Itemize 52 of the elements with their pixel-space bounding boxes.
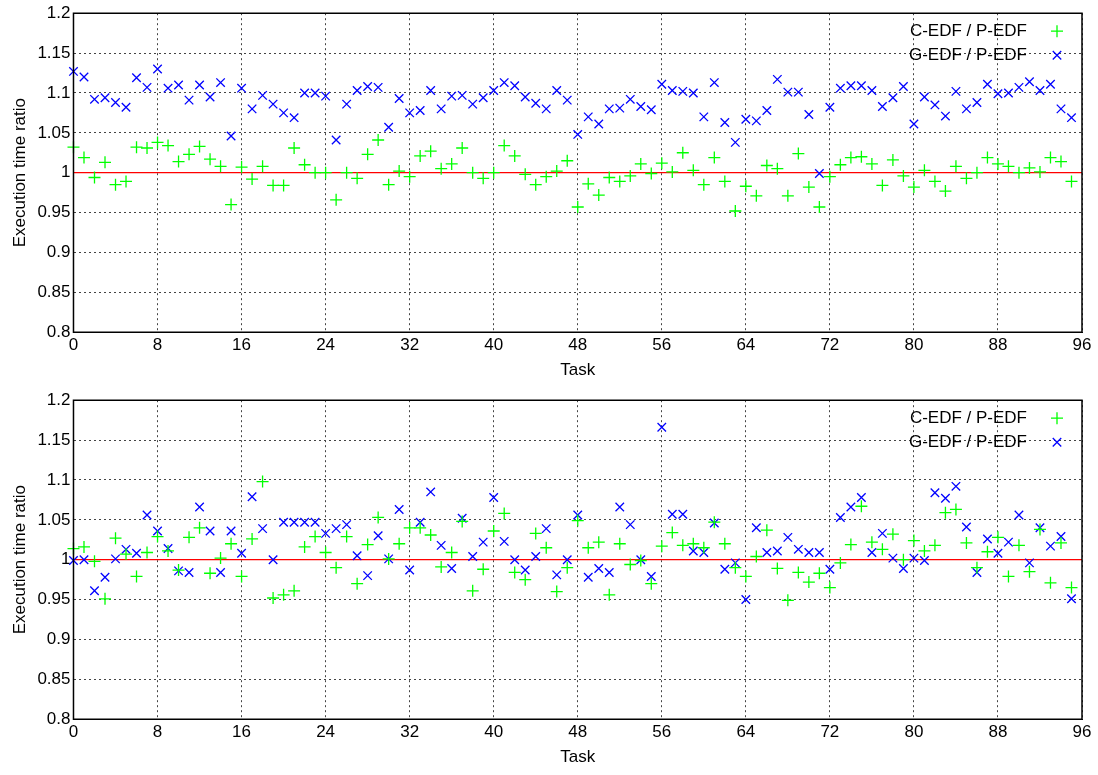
y-tick-label: 1.2 [46,389,71,409]
y-axis-title: Execution time ratio [9,485,29,635]
y-tick-label: 0.9 [46,629,71,649]
y-tick-label: 1.05 [37,509,71,529]
y-tick-label: 0.85 [37,282,71,302]
x-tick-label: 72 [820,722,840,742]
legend-label: C-EDF / P-EDF [909,20,1027,40]
y-tick-label: 0.9 [46,242,71,262]
y-tick-label: 1.2 [46,2,71,22]
y-tick-label: 1.15 [37,429,71,449]
x-tick-label: 40 [484,335,504,355]
x-tick-label: 32 [400,335,420,355]
y-tick-label: 0.85 [37,669,71,689]
y-tick-label: 0.8 [46,321,71,341]
y-tick-label: 0.95 [37,202,71,222]
y-tick-label: 0.95 [37,589,71,609]
x-tick-label: 80 [904,722,924,742]
legend-label: G-EDF / P-EDF [908,431,1027,451]
y-tick-label: 1.15 [37,42,71,62]
x-tick-label: 96 [1072,335,1092,355]
x-tick-label: 88 [988,722,1008,742]
x-axis-title: Task [560,747,596,767]
x-tick-label: 0 [68,335,79,355]
y-tick-label: 0.8 [46,708,71,728]
x-tick-label: 8 [152,335,163,355]
x-tick-label: 24 [316,722,336,742]
x-tick-label: 32 [400,722,420,742]
x-tick-label: 64 [736,722,756,742]
y-tick-label: 1 [61,162,71,182]
x-tick-label: 64 [736,335,756,355]
x-tick-label: 8 [152,722,163,742]
x-tick-label: 0 [68,722,79,742]
x-tick-label: 88 [988,335,1008,355]
x-tick-label: 56 [652,722,672,742]
x-tick-label: 72 [820,335,840,355]
y-tick-label: 1.1 [46,82,71,102]
x-tick-label: 56 [652,335,672,355]
legend-label: C-EDF / P-EDF [909,407,1027,427]
x-tick-label: 48 [568,722,588,742]
x-tick-label: 40 [484,722,504,742]
x-tick-label: 24 [316,335,336,355]
x-axis-title: Task [560,360,596,380]
y-axis-title: Execution time ratio [9,98,29,248]
x-tick-label: 48 [568,335,588,355]
x-tick-label: 16 [232,335,252,355]
y-tick-label: 1.1 [46,469,71,489]
x-tick-label: 96 [1072,722,1092,742]
x-tick-label: 16 [232,722,252,742]
y-tick-label: 1 [61,549,71,569]
legend-label: G-EDF / P-EDF [908,44,1027,64]
y-tick-label: 1.05 [37,122,71,142]
x-tick-label: 80 [904,335,924,355]
